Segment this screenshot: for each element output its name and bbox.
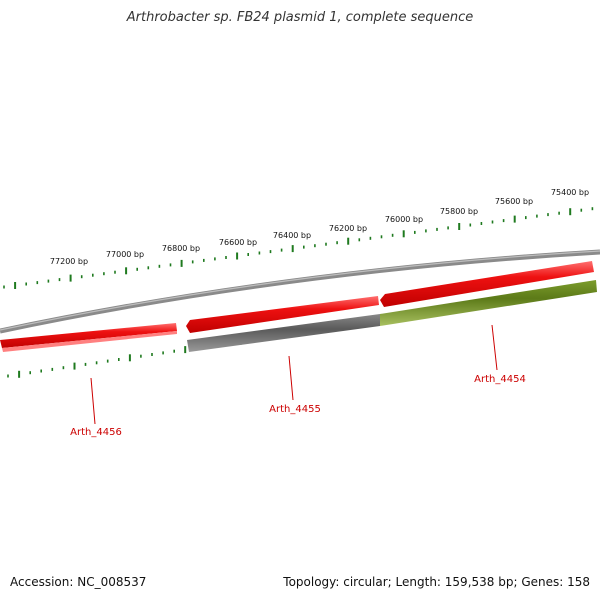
bp-label: 76000 bp bbox=[385, 215, 423, 224]
gene-label-arth-4455: Arth_4455 bbox=[269, 404, 321, 415]
upper-tick-ruler bbox=[3, 207, 594, 289]
bp-label: 77000 bp bbox=[106, 250, 144, 259]
map-title: Arthrobacter sp. FB24 plasmid 1, complet… bbox=[126, 10, 474, 25]
bp-label: 76200 bp bbox=[329, 224, 367, 233]
topology-summary: Topology: circular; Length: 159,538 bp; … bbox=[283, 575, 590, 589]
gene-arrow-forward-left bbox=[0, 323, 177, 348]
gene-arrow-forward-middle bbox=[186, 296, 379, 333]
bp-label-group: 77200 bp 77000 bp 76800 bp 76600 bp 7640… bbox=[50, 188, 589, 266]
gene-label-leader bbox=[491, 324, 498, 371]
plasmid-backbone bbox=[0, 249, 600, 334]
bp-label: 76400 bp bbox=[273, 231, 311, 240]
gene-arrow-reverse-grey bbox=[187, 314, 380, 352]
bp-label: 76800 bp bbox=[162, 244, 200, 253]
gene-arrow-reverse-green bbox=[380, 280, 597, 326]
gene-label-arth-4456: Arth_4456 bbox=[70, 427, 122, 438]
bp-label: 77200 bp bbox=[50, 257, 88, 266]
gene-strip-forward-left bbox=[2, 331, 177, 352]
bp-label: 75400 bp bbox=[551, 188, 589, 197]
bp-label: 75600 bp bbox=[495, 197, 533, 206]
gene-label-leader bbox=[90, 377, 96, 425]
bp-label: 76600 bp bbox=[219, 238, 257, 247]
gene-label-leader bbox=[288, 355, 294, 401]
plasmid-backbone-highlight bbox=[0, 250, 600, 331]
accession-text: Accession: NC_008537 bbox=[10, 575, 147, 589]
bp-label: 75800 bp bbox=[440, 207, 478, 216]
gene-label-arth-4454: Arth_4454 bbox=[474, 374, 526, 385]
gene-arrow-forward-right bbox=[380, 261, 594, 307]
